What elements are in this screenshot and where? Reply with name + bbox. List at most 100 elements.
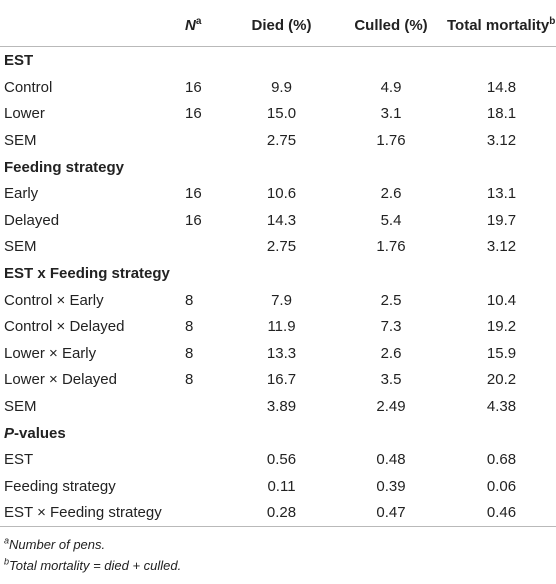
row-total: 19.7 xyxy=(486,211,517,229)
footnote-a: aNumber of pens. xyxy=(4,534,181,555)
section-title: EST x Feeding strategy xyxy=(0,260,556,287)
table-row: SEM 2.75 1.76 3.12 xyxy=(0,234,556,261)
section-header-row: EST xyxy=(0,47,556,75)
row-died: 14.3 xyxy=(266,211,297,229)
footnote-a-text: Number of pens. xyxy=(9,537,106,552)
row-died: 0.11 xyxy=(267,477,296,495)
row-culled: 0.48 xyxy=(376,451,406,469)
footnote-a-mark: a xyxy=(4,535,10,546)
row-label: Control × Delayed xyxy=(4,318,125,336)
table-row: Lower 16 15.0 3.1 18.1 xyxy=(0,101,556,128)
row-died: 0.28 xyxy=(228,499,335,527)
header-n-letter: N xyxy=(185,17,196,34)
header-total-footnote-mark: b xyxy=(549,16,556,27)
row-died: 3.89 xyxy=(266,397,297,415)
row-label: SEM xyxy=(4,131,37,149)
section-title: P-values xyxy=(0,420,556,447)
row-n xyxy=(185,447,228,474)
row-total: 19.2 xyxy=(486,318,517,336)
row-total: 18.1 xyxy=(486,105,517,123)
row-label: EST xyxy=(4,451,34,469)
header-died: Died (%) xyxy=(228,5,335,47)
row-label: Feeding strategy xyxy=(4,477,116,495)
header-total-label: Total mortality xyxy=(447,17,550,34)
row-label: Control xyxy=(4,78,53,96)
row-n: 8 xyxy=(185,344,194,362)
row-label: EST × Feeding strategy xyxy=(0,499,185,527)
row-n: 8 xyxy=(185,318,194,336)
row-total: 0.06 xyxy=(486,477,517,495)
table-row: SEM 3.89 2.49 4.38 xyxy=(0,393,556,420)
row-died: 10.6 xyxy=(266,185,297,203)
row-died: 13.3 xyxy=(266,344,297,362)
row-n xyxy=(185,499,228,527)
row-label: Delayed xyxy=(4,211,60,229)
row-n: 16 xyxy=(185,211,202,229)
header-empty-cell xyxy=(0,5,185,47)
row-died: 15.0 xyxy=(266,105,297,123)
row-n: 16 xyxy=(185,78,202,96)
footnote-b: bTotal mortality = died + culled. xyxy=(4,555,181,576)
row-n xyxy=(185,393,228,420)
table-row: Lower × Early 8 13.3 2.6 15.9 xyxy=(0,340,556,367)
table-row: Control × Delayed 8 11.9 7.3 19.2 xyxy=(0,314,556,341)
table-row: Lower × Delayed 8 16.7 3.5 20.2 xyxy=(0,367,556,394)
row-n xyxy=(185,234,228,261)
table-row: SEM 2.75 1.76 3.12 xyxy=(0,127,556,154)
row-culled: 5.4 xyxy=(380,211,402,229)
row-died: 11.9 xyxy=(267,318,296,336)
row-n xyxy=(185,127,228,154)
row-label: Control × Early xyxy=(4,291,104,309)
row-total: 13.1 xyxy=(486,185,517,203)
row-n: 16 xyxy=(185,185,202,203)
row-total: 15.9 xyxy=(486,344,517,362)
footnotes: aNumber of pens. bTotal mortality = died… xyxy=(4,534,181,576)
row-total: 10.4 xyxy=(486,291,517,309)
row-culled: 4.9 xyxy=(380,78,402,96)
row-culled: 2.6 xyxy=(380,185,402,203)
row-died: 9.9 xyxy=(271,78,292,96)
section-title-text: -values xyxy=(14,424,66,442)
section-title-text: EST x Feeding strategy xyxy=(4,265,170,282)
header-row: Na Died (%) Culled (%) Total mortalityb … xyxy=(0,5,556,47)
row-n xyxy=(185,473,228,500)
row-total: 0.46 xyxy=(447,499,556,527)
footnote-b-mark: b xyxy=(4,556,10,567)
section-header-row: Feeding strategy xyxy=(0,154,556,181)
row-culled: 2.5 xyxy=(380,291,402,309)
section-header-row: P-values xyxy=(0,420,556,447)
table-row: EST × Feeding strategy 0.28 0.47 0.46 xyxy=(0,499,556,527)
mortality-table: Na Died (%) Culled (%) Total mortalityb … xyxy=(0,5,556,527)
row-total: 4.38 xyxy=(486,397,517,415)
table-row: Control 16 9.9 4.9 14.8 xyxy=(0,74,556,101)
table-header: Na Died (%) Culled (%) Total mortalityb … xyxy=(0,5,556,47)
section-title: EST xyxy=(0,47,556,75)
header-n: Na xyxy=(185,5,228,47)
row-culled: 2.49 xyxy=(376,397,406,415)
row-died: 16.7 xyxy=(266,371,297,389)
row-culled: 3.1 xyxy=(380,105,402,123)
row-label: Early xyxy=(4,185,39,203)
row-died: 0.56 xyxy=(266,451,297,469)
row-n: 8 xyxy=(185,371,194,389)
row-culled: 1.76 xyxy=(376,238,406,256)
header-total-mortality: Total mortalityb (%) xyxy=(447,5,556,47)
row-culled: 0.39 xyxy=(376,477,406,495)
row-total: 20.2 xyxy=(486,371,517,389)
table-body: EST Control 16 9.9 4.9 14.8 Lower 16 15.0 3.1 18.1… xyxy=(0,47,556,527)
row-died: 2.75 xyxy=(266,238,297,256)
section-title-italic: P xyxy=(4,424,15,442)
table-row: Feeding strategy 0.11 0.39 0.06 xyxy=(0,473,556,500)
row-culled: 0.47 xyxy=(335,499,447,527)
row-total: 3.12 xyxy=(486,238,517,256)
row-label: SEM xyxy=(4,238,37,256)
row-died: 7.9 xyxy=(271,291,292,309)
row-label: Lower × Early xyxy=(4,344,97,362)
header-n-footnote-mark: a xyxy=(195,16,202,27)
header-culled: Culled (%) xyxy=(335,5,447,47)
row-label: Lower xyxy=(4,105,45,123)
row-n: 8 xyxy=(185,291,194,309)
row-culled: 7.3 xyxy=(380,318,402,336)
row-total: 14.8 xyxy=(486,78,517,96)
